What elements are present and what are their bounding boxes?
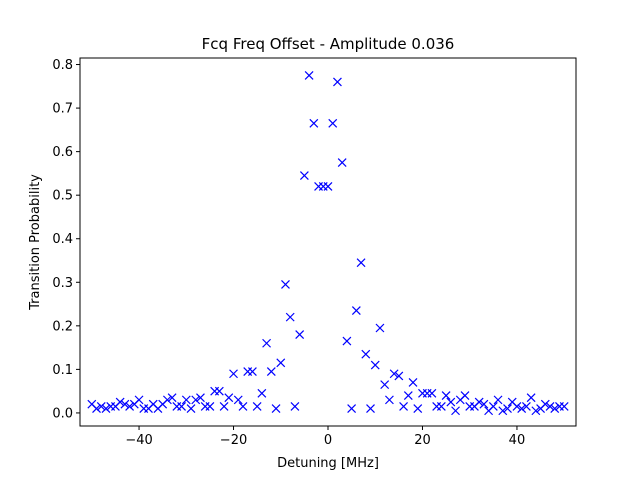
data-point-x-marker	[247, 367, 257, 376]
data-point-x-marker	[531, 406, 541, 416]
data-point-x-marker	[120, 399, 130, 409]
data-point-x-marker	[186, 404, 196, 414]
data-point-x-marker	[389, 369, 399, 379]
data-point-x-marker	[271, 404, 281, 414]
data-point-x-marker	[299, 171, 309, 181]
data-point-x-marker	[550, 404, 560, 414]
data-point-x-marker	[479, 399, 489, 409]
data-point-x-marker	[545, 401, 555, 411]
data-point-x-marker	[92, 404, 101, 414]
data-point-x-marker	[347, 404, 357, 414]
data-point-x-marker	[125, 401, 135, 411]
data-point-x-marker	[399, 401, 409, 411]
y-tick-label: 0.5	[52, 189, 73, 204]
data-point-x-marker	[290, 401, 300, 411]
data-point-x-marker	[262, 338, 272, 348]
x-tick-label: 20	[414, 433, 431, 448]
data-point-x-marker	[446, 397, 456, 407]
y-tick-label: 0.0	[52, 406, 73, 421]
data-point-x-marker	[229, 369, 238, 379]
x-tick-label: −20	[220, 433, 247, 448]
data-point-x-marker	[295, 330, 305, 339]
data-point-x-marker	[441, 391, 451, 400]
data-point-x-marker	[403, 391, 413, 400]
data-point-x-marker	[427, 388, 437, 398]
data-point-x-marker	[337, 158, 347, 167]
data-point-x-marker	[436, 401, 446, 411]
data-point-x-marker	[451, 406, 460, 416]
y-tick-label: 0.3	[52, 276, 73, 291]
data-point-x-marker	[493, 395, 503, 405]
data-point-x-marker	[238, 401, 248, 411]
data-point-x-marker	[460, 391, 470, 400]
plot-area-frame	[79, 57, 577, 427]
x-axis-label: Detuning [MHz]	[277, 456, 379, 471]
data-point-x-marker	[351, 306, 361, 316]
data-point-x-marker	[167, 393, 177, 403]
data-point-x-marker	[375, 323, 385, 333]
data-point-x-marker	[281, 280, 290, 289]
data-point-x-marker	[257, 388, 267, 398]
data-point-x-marker	[285, 312, 295, 322]
y-tick-label: 0.6	[52, 145, 73, 160]
data-point-x-marker	[252, 401, 262, 411]
data-point-x-marker	[233, 395, 243, 405]
y-tick-label: 0.2	[52, 319, 73, 334]
data-point-x-marker	[517, 404, 527, 414]
data-point-x-marker	[205, 401, 215, 411]
x-tick-label: −40	[125, 433, 152, 448]
data-point-x-marker	[333, 77, 342, 87]
y-axis-label: Transition Probability	[28, 174, 43, 311]
x-tick-label: 40	[509, 433, 526, 448]
data-point-x-marker	[503, 404, 512, 414]
data-point-x-marker	[309, 118, 319, 128]
data-point-x-marker	[276, 358, 286, 368]
data-point-x-marker	[219, 401, 229, 411]
y-tick-label: 0.1	[52, 363, 73, 378]
data-point-x-marker	[304, 70, 314, 80]
data-point-x-marker	[474, 397, 484, 407]
y-axis: 0.0 0.1 0.2 0.3 0.4 0.5 0.6 0.7 0.8	[52, 58, 80, 421]
data-point-x-marker	[342, 336, 352, 346]
data-point-x-marker	[196, 393, 205, 403]
data-point-x-marker	[214, 386, 224, 396]
y-tick-label: 0.8	[52, 58, 73, 73]
data-point-x-marker	[521, 401, 531, 411]
data-point-x-marker	[413, 404, 423, 414]
data-point-x-marker	[498, 406, 508, 416]
data-point-x-marker	[328, 118, 338, 128]
y-tick-label: 0.7	[52, 102, 73, 117]
data-point-x-marker	[526, 393, 536, 403]
chart-title: Fcq Freq Offset - Amplitude 0.036	[202, 35, 455, 53]
data-point-x-marker	[512, 401, 522, 411]
data-point-x-marker	[361, 349, 371, 359]
data-point-x-marker	[191, 395, 201, 405]
data-point-x-marker	[162, 395, 172, 405]
data-point-x-marker	[96, 401, 106, 411]
data-point-x-marker	[266, 367, 276, 376]
y-tick-label: 0.4	[52, 232, 73, 247]
data-point-x-marker	[384, 395, 394, 405]
data-point-x-marker	[394, 371, 404, 381]
data-point-x-marker	[134, 395, 144, 405]
data-point-x-marker	[540, 399, 550, 409]
data-point-x-marker	[115, 397, 125, 407]
data-point-x-marker	[408, 378, 418, 387]
data-point-x-marker	[224, 393, 234, 403]
data-point-x-marker	[380, 380, 390, 390]
data-point-x-marker	[356, 258, 366, 268]
data-point-x-marker	[177, 401, 186, 411]
data-point-x-marker	[101, 404, 111, 414]
data-point-x-marker	[181, 395, 191, 405]
data-point-x-marker	[323, 182, 333, 191]
data-point-x-marker	[488, 401, 498, 411]
data-point-x-marker	[559, 401, 569, 411]
x-axis: −40 −20 0 20 40	[125, 426, 525, 448]
data-point-x-marker	[366, 404, 375, 414]
data-point-x-marker	[370, 360, 380, 370]
x-tick-label: 0	[324, 433, 332, 448]
data-series	[87, 70, 569, 416]
